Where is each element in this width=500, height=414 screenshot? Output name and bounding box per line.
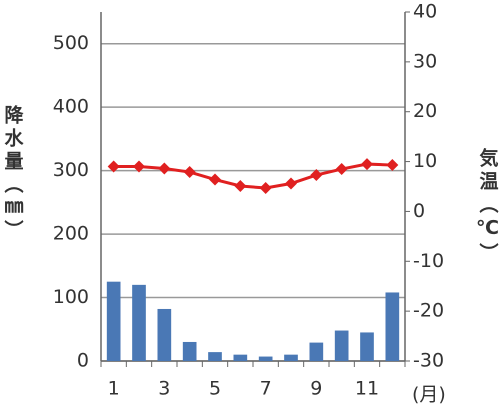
bar [208, 352, 222, 361]
bar [334, 330, 349, 361]
bar [309, 342, 324, 361]
bar [132, 284, 146, 361]
y2-tick-label: 20 [413, 100, 437, 122]
bar [182, 341, 197, 361]
y2-tick-label: 10 [413, 150, 437, 172]
y-axis-label: 降水量（㎜） [2, 104, 24, 243]
y2-tick-label: 40 [413, 1, 437, 23]
temperature-marker [285, 177, 297, 190]
temperature-marker [209, 173, 221, 186]
y-tick-label: 500 [53, 32, 89, 54]
temperature-marker [107, 160, 120, 173]
y-tick-label: 0 [77, 350, 89, 372]
y2-tick-label: -20 [413, 300, 444, 322]
temperature-marker [310, 169, 323, 182]
bar [233, 354, 248, 361]
bar [284, 354, 298, 361]
bar [385, 292, 400, 361]
bar [106, 281, 121, 361]
bar [157, 308, 172, 361]
y-tick-label: 100 [53, 286, 89, 308]
temperature-marker [361, 158, 373, 171]
temperature-line [113, 162, 393, 190]
x-axis-label: (月) [412, 384, 446, 406]
bar [258, 356, 273, 361]
y-tick-label: 300 [53, 159, 89, 181]
x-tick-label: 7 [260, 378, 272, 400]
x-tick-label: 5 [209, 378, 221, 400]
bar [360, 332, 374, 361]
x-tick-label: 3 [158, 378, 170, 400]
temperature-marker [183, 166, 196, 179]
y2-tick-label: 0 [413, 200, 425, 222]
temperature-marker [335, 163, 348, 176]
temperature-marker [234, 180, 247, 193]
y2-tick-label: 30 [413, 50, 437, 72]
x-tick-label: 11 [355, 378, 379, 400]
y2-tick-label: -10 [413, 250, 444, 272]
temperature-marker [158, 162, 171, 175]
y-tick-label: 200 [53, 223, 89, 245]
x-tick-label: 9 [310, 378, 322, 400]
temperature-marker [386, 159, 399, 172]
temperature-marker [259, 181, 272, 194]
x-tick-label: 1 [108, 378, 120, 400]
y-tick-label: 400 [53, 96, 89, 118]
temperature-marker [133, 160, 145, 173]
y2-axis-label: 気温（℃） [477, 147, 499, 266]
y2-tick-label: -30 [413, 350, 444, 372]
